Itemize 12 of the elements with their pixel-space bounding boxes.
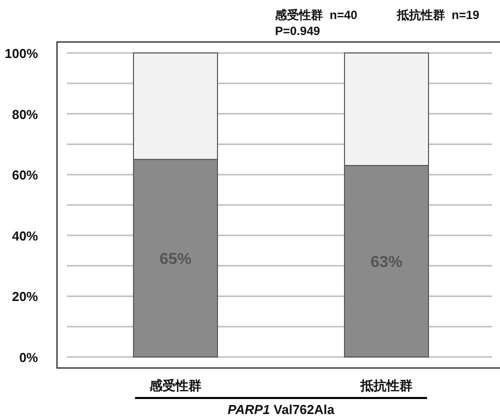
y-tick-label: 60% <box>12 168 38 183</box>
x-tick-label: 感受性群 <box>148 378 202 393</box>
text: P=0.949 <box>275 24 320 38</box>
x-axis-title: PARP1 Val762Ala <box>228 402 336 417</box>
y-tick-label: 100% <box>4 46 38 61</box>
y-tick-label: 80% <box>12 106 38 122</box>
x-tick-label: 抵抗性群 <box>360 378 412 393</box>
y-tick-label: 40% <box>12 228 38 244</box>
text: 抵抗性群 n=19 <box>396 8 480 22</box>
y-tick-label: 0% <box>19 350 38 365</box>
y-tick-label: 20% <box>12 289 38 304</box>
text: 感受性群 n=40 <box>274 8 358 22</box>
